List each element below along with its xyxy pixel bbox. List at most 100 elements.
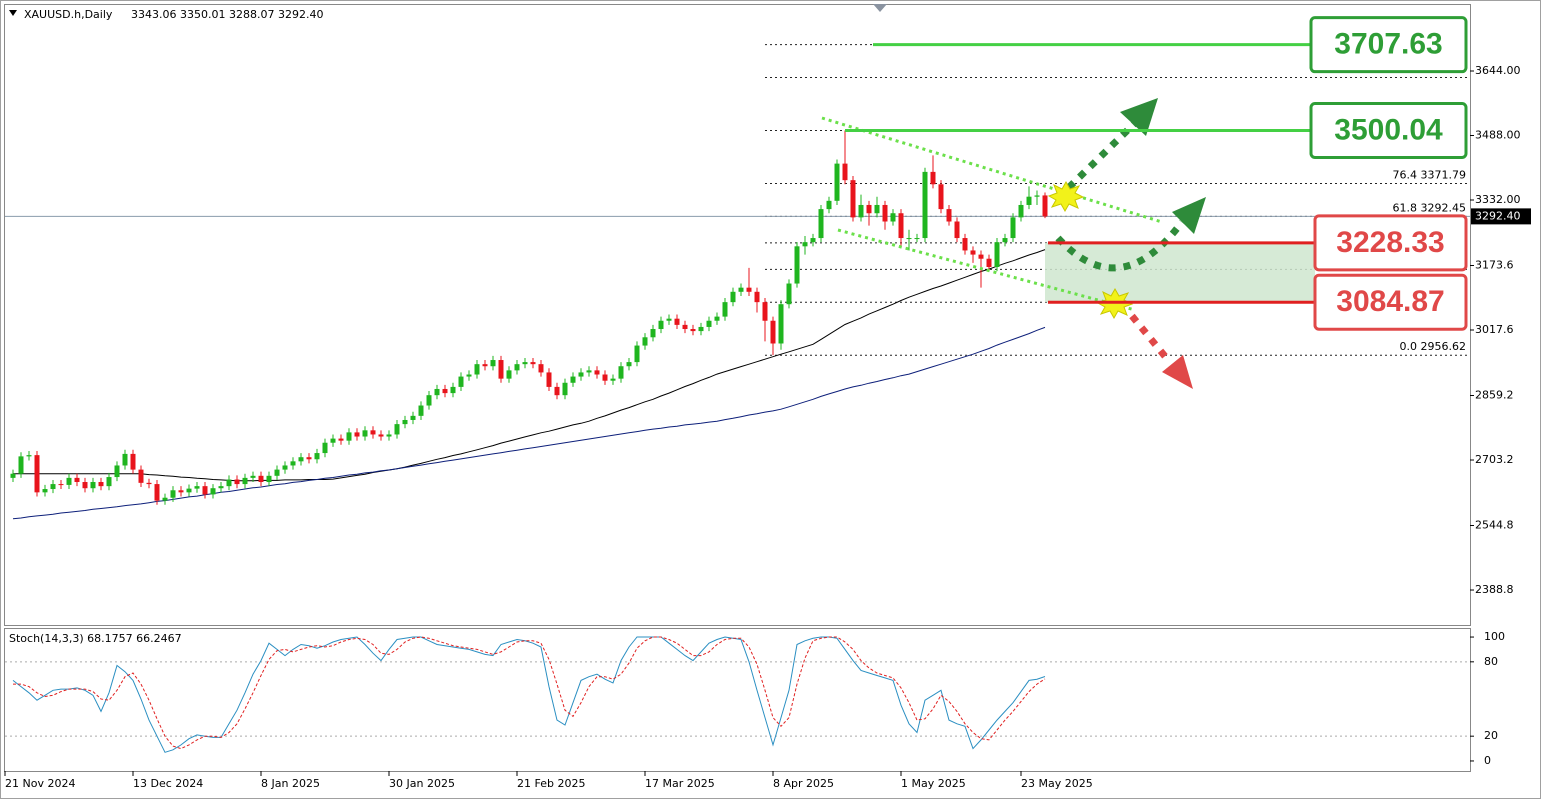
candle-body (66, 477, 72, 485)
candle-body (1034, 195, 1040, 197)
candle-body (610, 378, 616, 381)
candle-body (946, 209, 952, 222)
candle-body (1026, 196, 1032, 205)
candle-body (34, 455, 40, 493)
candle-body (786, 283, 792, 305)
candle-body (234, 479, 240, 485)
fib-label: 76.4 3371.79 (1393, 169, 1466, 182)
target-label: 3500.04 (1334, 113, 1443, 146)
candle-body (834, 163, 840, 201)
candle-body (130, 453, 136, 470)
price-marks (10, 130, 1048, 753)
candle-body (58, 484, 64, 486)
symbol-title: XAUUSD.h,Daily (24, 8, 113, 21)
candle-body (682, 324, 688, 330)
candle-body (466, 374, 472, 377)
shift-marker (873, 4, 887, 12)
candle-body (178, 490, 184, 493)
candle-body (202, 486, 208, 495)
candle-body (162, 497, 168, 501)
candle-body (546, 372, 552, 387)
candle-body (450, 386, 456, 394)
y-tick-label: 3332.00 (1475, 193, 1521, 206)
candle-body (98, 482, 104, 487)
candle-body (970, 250, 976, 255)
target-label: 3228.33 (1336, 226, 1444, 259)
lower-trendline (837, 228, 1136, 312)
candle-body (258, 475, 264, 483)
candle-body (418, 405, 424, 416)
x-tick-label: 21 Feb 2025 (517, 777, 585, 790)
candle-body (322, 442, 328, 454)
candle-body (458, 376, 464, 387)
candle-body (706, 320, 712, 327)
candle-body (874, 204, 880, 214)
y-tick-label: 2703.2 (1475, 453, 1514, 466)
candle-body (274, 469, 280, 476)
candle-body (850, 180, 856, 218)
candle-body (402, 419, 408, 425)
candle-body (242, 477, 248, 485)
y-tick-label: 2388.8 (1475, 583, 1514, 596)
y-tick-label: 3017.6 (1475, 323, 1514, 336)
candle-body (522, 362, 528, 365)
candle-body (42, 489, 48, 493)
candle-body (74, 477, 80, 483)
candle-body (642, 337, 648, 346)
candle-body (978, 254, 984, 259)
candle-body (306, 457, 312, 460)
candle-body (650, 329, 656, 338)
candle-body (1042, 195, 1048, 217)
candle-body (170, 490, 176, 498)
candle-body (986, 258, 992, 267)
candle-body (338, 438, 344, 441)
candle-body (562, 382, 568, 396)
candle-body (426, 395, 432, 406)
candle-body (378, 434, 384, 437)
breakout-arrow (1055, 119, 1139, 201)
rebound-arrow (1055, 219, 1185, 272)
candle-body (530, 362, 536, 365)
candle-body (386, 434, 392, 437)
candle-body (194, 486, 200, 489)
x-tick-label: 1 May 2025 (901, 777, 966, 790)
candle-body (938, 184, 944, 210)
y-tick-label: 2859.2 (1475, 389, 1514, 402)
candle-body (314, 453, 320, 460)
candle-body (266, 475, 272, 483)
candle-body (730, 291, 736, 303)
candle-body (866, 204, 872, 214)
candle-body (690, 329, 696, 332)
x-tick-label: 30 Jan 2025 (389, 777, 455, 790)
candle-body (722, 302, 728, 317)
stochastic-line (12, 636, 1046, 753)
arrow-head (1162, 355, 1193, 389)
target-box (1313, 273, 1468, 331)
candle-body (666, 318, 672, 321)
indicator-panel (4, 628, 1471, 772)
y-tick-label: 20 (1484, 729, 1498, 742)
candle-body (994, 242, 1000, 267)
x-tick-label: 21 Nov 2024 (5, 777, 75, 790)
candle-body (746, 287, 752, 292)
candle-body (106, 477, 112, 487)
x-tick-label: 8 Apr 2025 (773, 777, 834, 790)
candle-body (1010, 217, 1016, 239)
target-box (1309, 16, 1468, 74)
candle-body (154, 484, 160, 501)
y-tick-label: 3488.00 (1475, 129, 1521, 142)
indicator-title: Stoch(14,3,3) 68.1757 66.2467 (9, 632, 182, 645)
candle-body (594, 370, 600, 375)
candle-body (290, 461, 296, 466)
candle-body (658, 320, 664, 330)
y-tick-label: 0 (1484, 754, 1491, 767)
candle-body (26, 455, 32, 457)
candle-body (474, 364, 480, 375)
candle-body (898, 213, 904, 239)
candle-body (410, 415, 416, 420)
candle-body (922, 171, 928, 239)
candle-body (482, 364, 488, 367)
y-tick-label: 80 (1484, 655, 1498, 668)
candle-body (394, 424, 400, 435)
